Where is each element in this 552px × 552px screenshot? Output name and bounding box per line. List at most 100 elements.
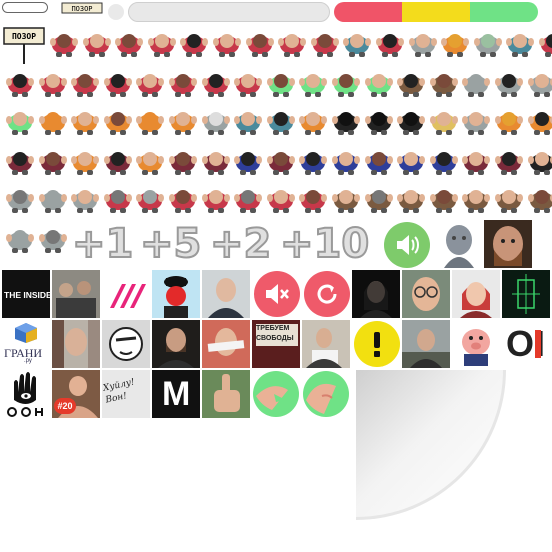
m-logo-text: M [162, 375, 191, 413]
group-photo-tile [52, 270, 100, 318]
person-sprite [6, 74, 34, 97]
person-sprite [103, 112, 132, 135]
number-badge: #20 [54, 398, 76, 414]
person-sprite [364, 190, 393, 213]
person-sprite [234, 74, 263, 97]
the-insider-logo-tile: THE INSIDER [2, 270, 50, 318]
sound-icon [397, 235, 419, 255]
person-sprite [299, 152, 328, 175]
young-man-collage-tile [52, 320, 100, 368]
person-sprite [6, 112, 34, 135]
person-sprite [527, 190, 552, 213]
status-dot [108, 4, 124, 20]
person-sprite [299, 74, 328, 97]
bar-red [334, 2, 402, 22]
graffiti-text: Хуйлу! Вон! [102, 377, 136, 406]
person-sprite [364, 152, 393, 175]
sound-on-button[interactable] [384, 222, 430, 268]
person-sprite [169, 152, 197, 175]
person-sprite [180, 34, 209, 57]
person-sprite [332, 74, 360, 97]
person-sprite [213, 34, 241, 57]
bearded-face-tile [484, 220, 532, 268]
bar-green [470, 2, 538, 22]
person-sprite [38, 152, 67, 175]
alert-button[interactable] [354, 321, 400, 367]
person-sprite [527, 112, 552, 135]
shout-button-green[interactable] [252, 370, 300, 418]
person-sprite [38, 74, 67, 97]
shout-button-green-alt[interactable] [302, 370, 350, 418]
small-pill [2, 2, 48, 13]
counter-plus-ten: +10 [279, 221, 370, 267]
m-logo-tile: M [152, 370, 200, 418]
smiling-woman-tile [452, 270, 500, 318]
person-sprite [278, 34, 307, 57]
person-sprite [201, 152, 230, 175]
oi-logo-accent [535, 330, 541, 358]
person-sprite [169, 112, 197, 135]
person-sprite [462, 190, 491, 213]
person-sprite [234, 152, 263, 175]
bowler-hat-logo-tile [152, 270, 200, 318]
restart-button[interactable] [304, 271, 350, 317]
grani-cube-icon [15, 323, 37, 343]
quarter-disc [356, 370, 506, 520]
person-sprite [201, 74, 230, 97]
person-sprite [103, 74, 132, 97]
green-lights-building-tile [502, 270, 550, 318]
graffiti-text-tile: Хуйлу! Вон! [102, 370, 150, 418]
counter-plus-five: +5 [139, 221, 202, 267]
person-sprite [495, 152, 523, 175]
person-sprite [136, 74, 165, 97]
person-sprite [266, 74, 295, 97]
protest-banner-text: ТРЕБУЕМ СВОБОДЫ [256, 324, 298, 346]
person-sprite [266, 152, 295, 175]
portrait-man-suit-tile [202, 270, 250, 318]
person-sprite [539, 34, 552, 57]
person-sprite [364, 112, 393, 135]
svg-text:ПОЗОР: ПОЗОР [71, 5, 92, 13]
person-sprite [6, 230, 34, 253]
man-outdoors-tile [402, 320, 450, 368]
grani-text: ГРАНИ [4, 346, 43, 360]
man-reading-tile [302, 320, 350, 368]
protest-sign-sprite: ПОЗОР [3, 27, 45, 64]
person-sprite [332, 112, 360, 135]
person-sprite [201, 112, 230, 135]
mute-button[interactable] [254, 271, 300, 317]
person-sprite [527, 152, 552, 175]
woman-portrait-dark-tile [352, 270, 400, 318]
mute-icon [266, 284, 289, 304]
tricolor-bar [334, 2, 538, 22]
statue-head-tile [436, 220, 482, 268]
person-sprite [299, 112, 328, 135]
person-sprite [50, 34, 78, 57]
person-sprite [136, 152, 165, 175]
person-sprite [527, 74, 552, 97]
oi-logo-tile: OI [502, 320, 550, 368]
person-sprite [82, 34, 111, 57]
protest-banner-tile: ТРЕБУЕМ СВОБОДЫ [252, 320, 300, 368]
person-sprite [169, 190, 197, 213]
person-sprite [103, 152, 132, 175]
person-sprite [245, 34, 274, 57]
exclamation-icon [374, 332, 380, 357]
person-sprite [234, 190, 263, 213]
person-sprite [506, 34, 535, 57]
person-sprite [429, 152, 458, 175]
person-sprite [397, 190, 426, 213]
boxer-tile: #20 [52, 370, 100, 418]
person-sprite [103, 190, 132, 213]
person-sprite [408, 34, 437, 57]
person-sprite [397, 112, 426, 135]
person-sprite [473, 34, 502, 57]
person-sprite [332, 152, 360, 175]
person-sprite [462, 112, 491, 135]
middle-finger-tile [202, 370, 250, 418]
person-sprite [234, 112, 263, 135]
person-sprite [441, 34, 470, 57]
person-sprite [6, 152, 34, 175]
progress-track [128, 2, 330, 22]
bearded-man-dark-tile [152, 320, 200, 368]
